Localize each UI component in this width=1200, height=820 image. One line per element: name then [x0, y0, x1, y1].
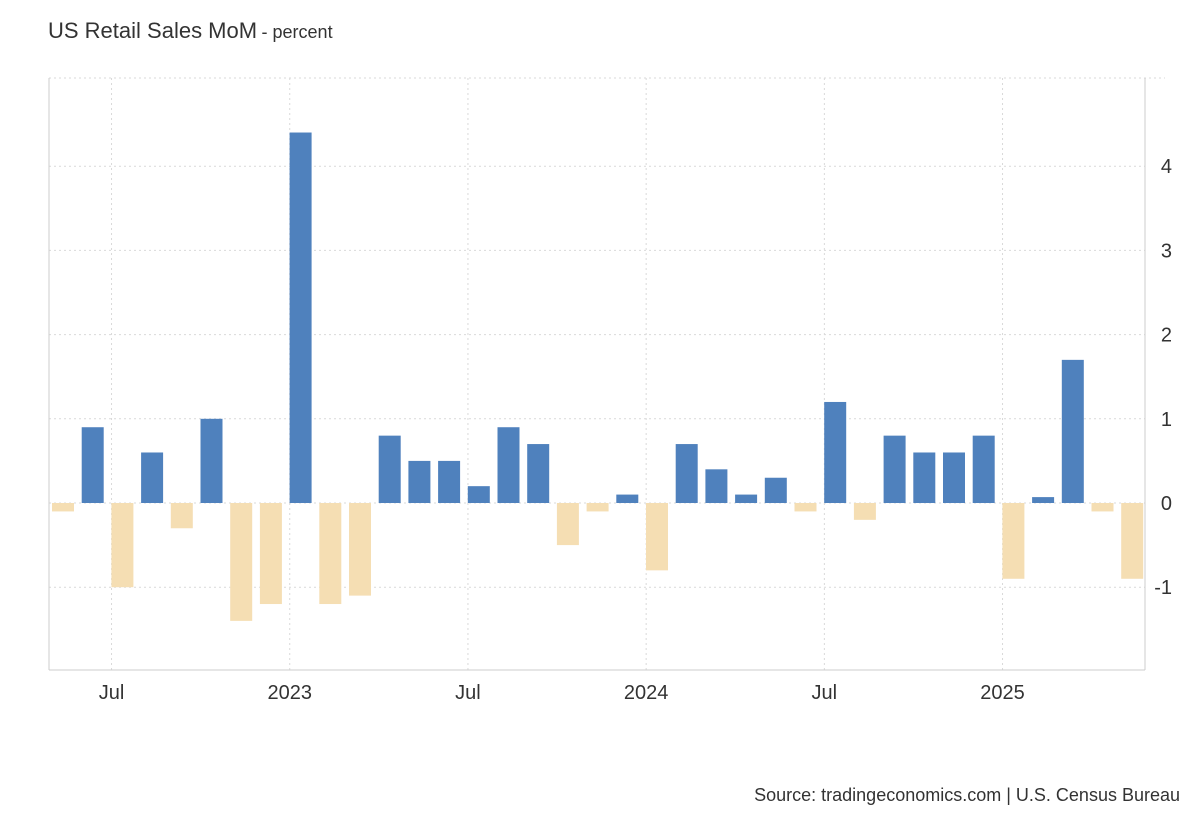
bar — [170, 503, 193, 529]
chart-title: US Retail Sales MoM — [48, 18, 258, 43]
bar — [972, 435, 995, 503]
bar — [527, 444, 550, 503]
chart-title-block: US Retail Sales MoM - percent — [48, 18, 333, 44]
bar — [586, 503, 609, 512]
x-tick-label: Jul — [99, 682, 125, 704]
x-tick-label: Jul — [455, 682, 481, 704]
bar — [616, 494, 639, 503]
source-note: Source: tradingeconomics.com | U.S. Cens… — [754, 785, 1180, 805]
y-tick-label: 3 — [1161, 240, 1172, 262]
bar — [705, 469, 728, 503]
bar — [408, 460, 431, 503]
bar — [1002, 503, 1025, 579]
bar — [319, 503, 342, 605]
bar — [883, 435, 906, 503]
bar — [141, 452, 164, 503]
bar — [794, 503, 817, 512]
bar — [556, 503, 579, 546]
x-tick-label: 2024 — [624, 682, 669, 704]
chart-subtitle: - percent — [261, 22, 333, 42]
y-tick-label: 1 — [1161, 409, 1172, 431]
bar — [230, 503, 253, 621]
bar — [646, 503, 668, 571]
bar — [1061, 359, 1084, 503]
bar — [200, 418, 223, 503]
bar — [349, 503, 371, 596]
bar — [467, 486, 490, 503]
bar — [289, 132, 312, 503]
bar — [824, 401, 847, 503]
bar — [675, 444, 698, 503]
bar — [497, 427, 520, 503]
y-tick-label: -1 — [1154, 577, 1172, 599]
y-tick-label: 4 — [1161, 156, 1172, 178]
bar — [735, 494, 758, 503]
x-tick-label: 2025 — [980, 682, 1025, 704]
bar — [259, 503, 282, 605]
bar-chart: -1 0 1 2 3 4 Jul 2023 Jul 2024 Jul 2025 — [48, 77, 1172, 704]
bar — [1091, 503, 1114, 512]
x-tick-label: Jul — [812, 682, 838, 704]
bar — [764, 477, 787, 503]
y-tick-label: 0 — [1161, 493, 1172, 515]
bar — [1121, 503, 1144, 579]
bar — [438, 460, 461, 503]
bar — [1032, 497, 1055, 503]
bar — [378, 435, 401, 503]
bar — [81, 427, 104, 503]
bar — [853, 503, 876, 520]
bar — [943, 452, 965, 503]
bar — [111, 503, 134, 588]
bar — [913, 452, 936, 503]
x-tick-label: 2023 — [268, 682, 313, 704]
y-tick-label: 2 — [1161, 325, 1172, 347]
bar — [52, 503, 74, 512]
